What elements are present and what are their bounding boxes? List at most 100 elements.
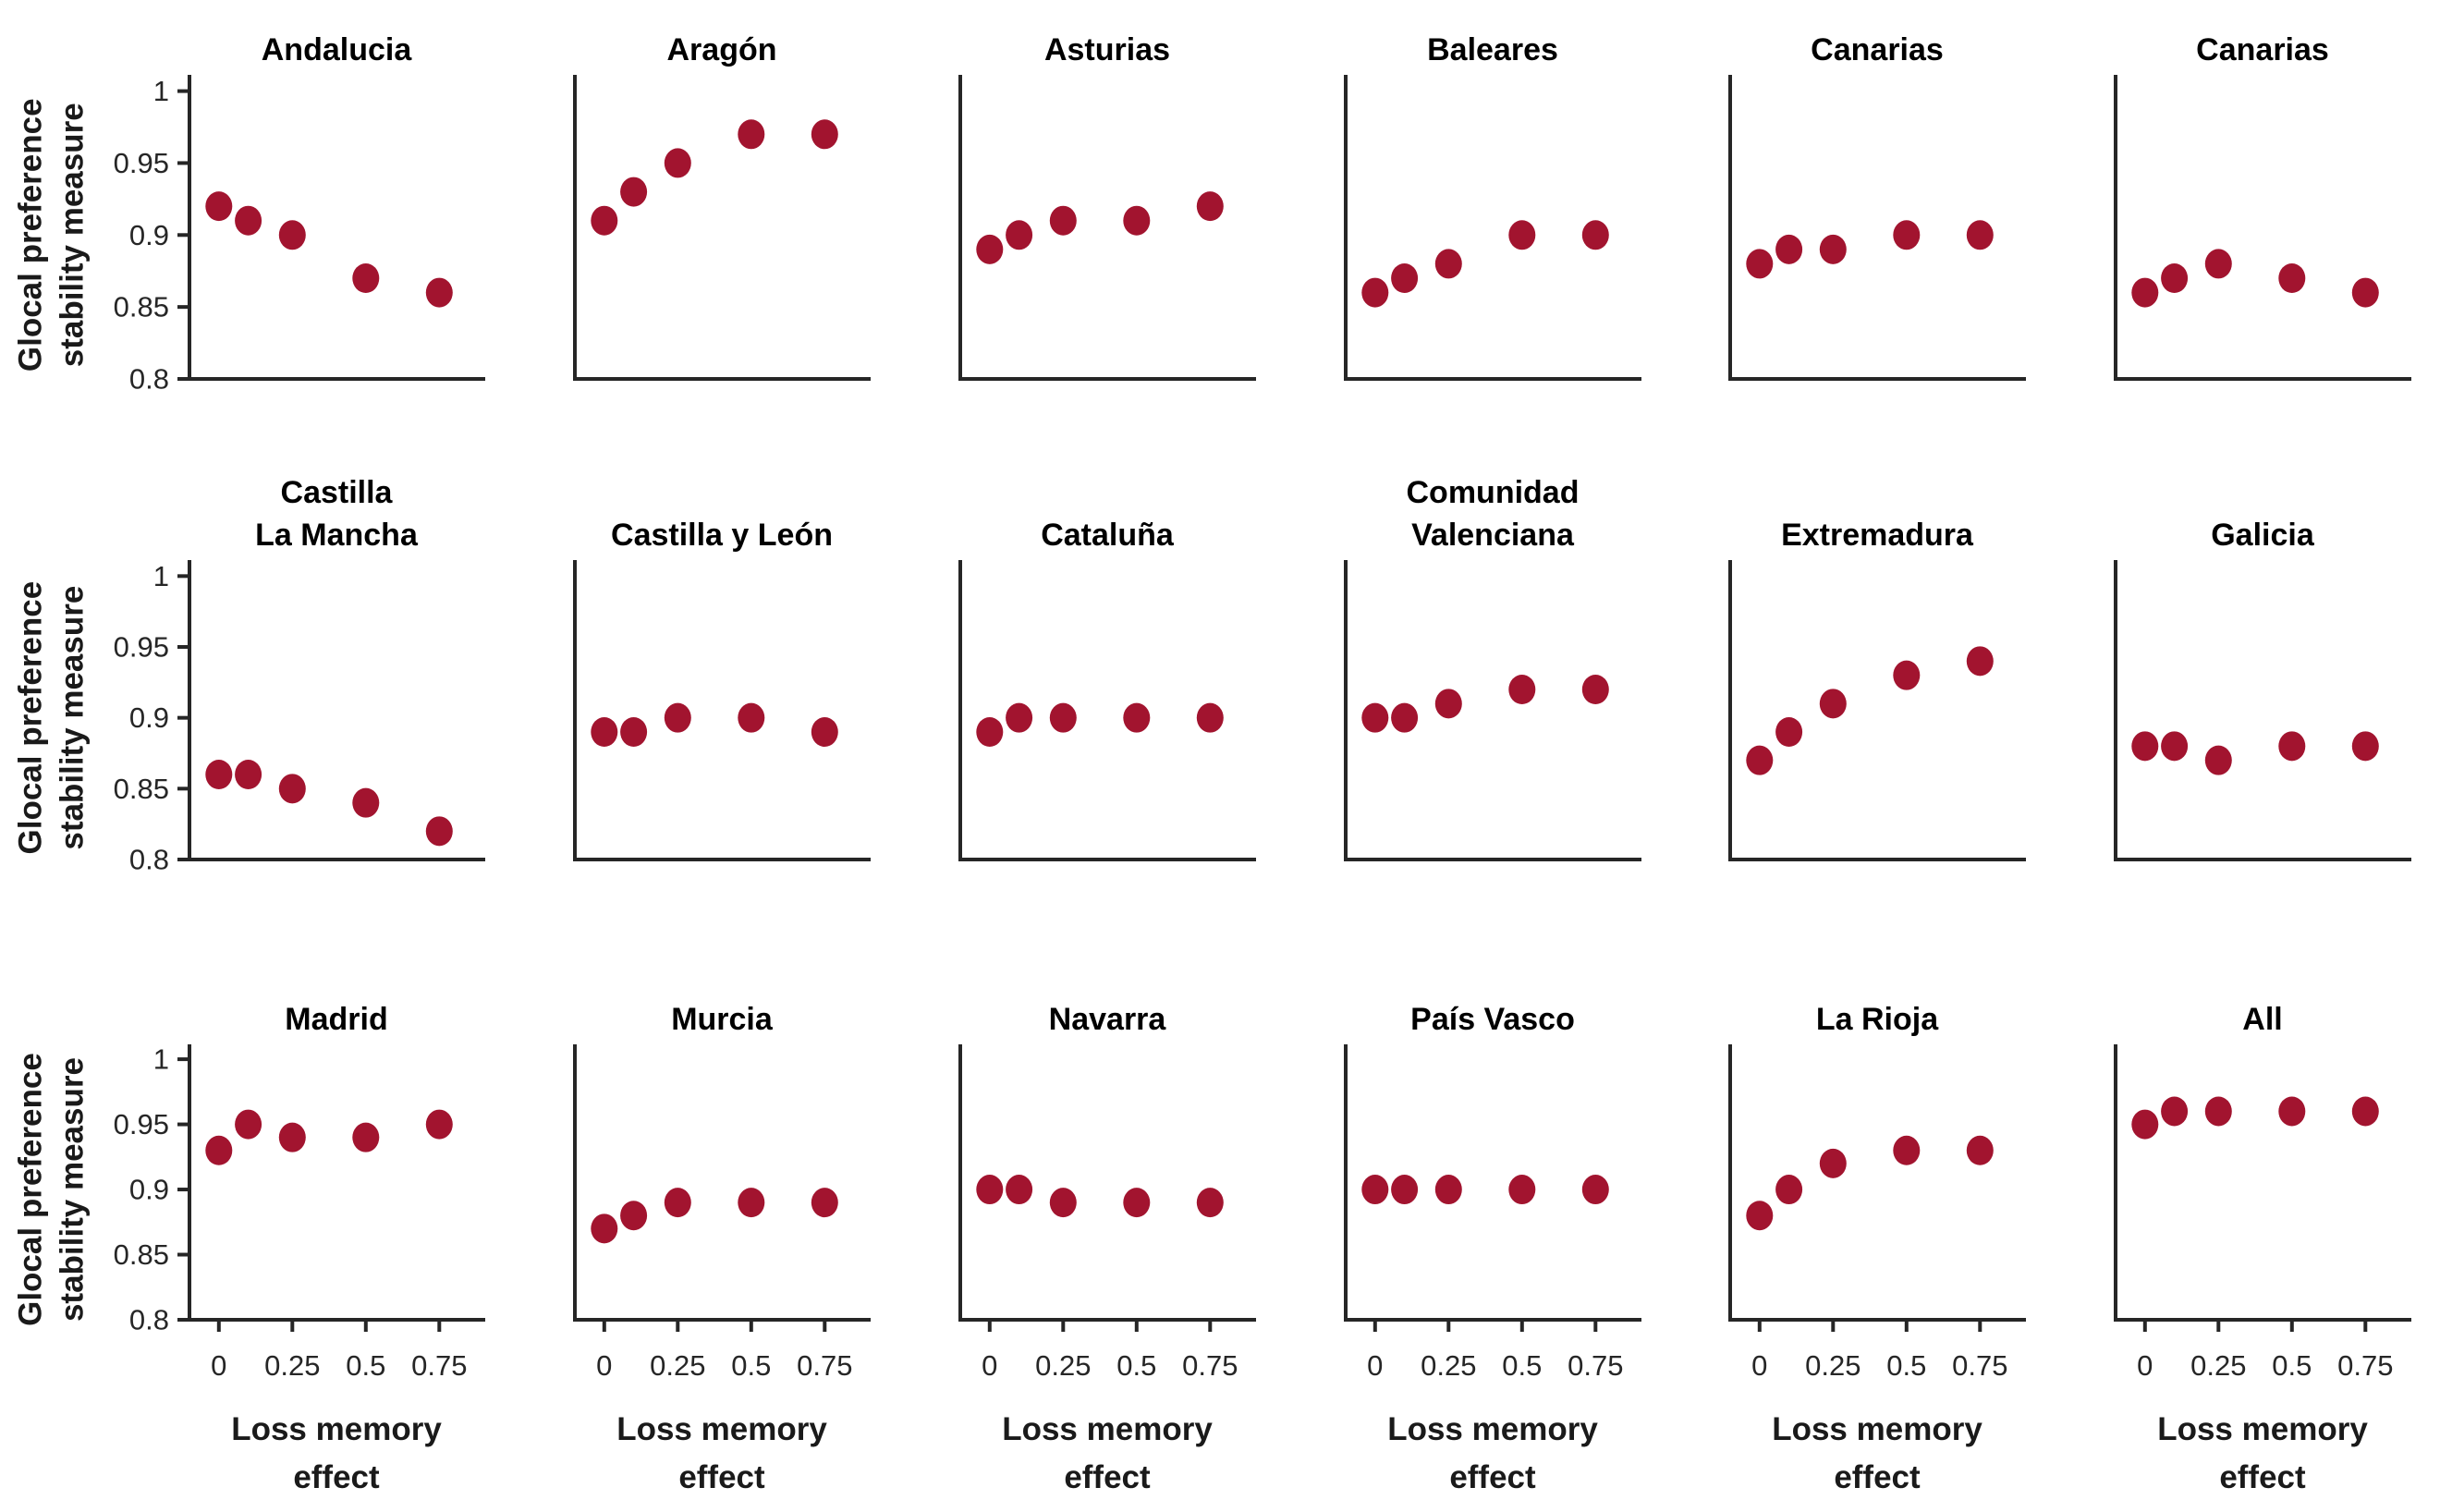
y-axis-label: stability measure (55, 1057, 91, 1322)
subplot-asturias: Asturias (958, 32, 1256, 381)
subplot-madrid: Madrid 0.8 0.85 0.9 0.95 1 Glocal preference st… (13, 1002, 485, 1495)
subplot-title: Extremadura (1781, 518, 1974, 553)
y-tick-label: 0.95 (114, 147, 169, 179)
subplot-title: Canarias (2196, 32, 2329, 67)
data-point (425, 277, 453, 308)
data-point (1361, 1175, 1389, 1205)
x-axis-label: effect (678, 1459, 765, 1495)
data-point (2351, 277, 2379, 308)
data-point (2161, 263, 2189, 293)
data-point (976, 234, 1004, 264)
data-point (205, 191, 233, 222)
data-point (1966, 220, 1994, 250)
x-tick-label: 0.75 (2337, 1349, 2393, 1382)
data-point (1123, 1188, 1151, 1218)
data-point (205, 760, 233, 789)
y-tick-label: 0.9 (129, 219, 169, 251)
data-point (425, 816, 453, 847)
subplot-title: Comunidad (1407, 475, 1580, 510)
x-tick-label: 0.75 (1952, 1349, 2007, 1382)
y-tick-label: 0.85 (114, 773, 169, 805)
data-point (591, 205, 618, 236)
y-tick-label: 0.8 (129, 844, 169, 876)
subplot-title: Castilla y León (611, 518, 833, 553)
data-point (1434, 689, 1462, 719)
subplot-la-rioja: La Rioja 0 0.25 0.5 0.75 Loss memory effect (1728, 1002, 2026, 1495)
data-point (1006, 220, 1033, 250)
x-tick-label: 0.5 (346, 1349, 385, 1382)
data-point (1893, 220, 1921, 250)
subplot-castilla-y-leon: Castilla y León (573, 518, 871, 861)
subplot-title: Cataluña (1041, 518, 1175, 553)
data-point (738, 702, 765, 733)
data-point (278, 1122, 306, 1152)
x-tick-label: 0.5 (1116, 1349, 1156, 1382)
x-axis-label: effect (1449, 1459, 1536, 1495)
subplot-title: La Rioja (1816, 1002, 1939, 1037)
x-tick-label: 0.5 (731, 1349, 771, 1382)
subplot-canarias-2: Canarias (2114, 32, 2411, 381)
data-point (1123, 702, 1151, 733)
data-point (2161, 1096, 2189, 1127)
data-point (1508, 1175, 1536, 1205)
axis-frame (958, 75, 1256, 381)
axis-frame (2114, 1044, 2411, 1322)
axis-frame (1728, 1044, 2026, 1322)
subplot-andalucia: Andalucia 0.8 0.85 0.9 0.95 1 Glocal preferenc… (13, 32, 485, 396)
data-point (205, 1135, 233, 1165)
subplot-title: Valenciana (1411, 518, 1575, 553)
x-tick-label: 0.25 (2190, 1349, 2246, 1382)
x-axis-label: effect (1064, 1459, 1151, 1495)
x-tick-label: 0.5 (1886, 1349, 1926, 1382)
subplot-title: La Mancha (255, 518, 419, 553)
data-point (1775, 1175, 1803, 1205)
x-tick-label: 0 (211, 1349, 226, 1382)
data-point (1508, 675, 1536, 704)
axis-frame (573, 75, 871, 381)
data-point (2204, 249, 2232, 279)
x-axis-label: effect (293, 1459, 380, 1495)
data-point (1746, 1201, 1774, 1231)
x-tick-label: 0.25 (650, 1349, 705, 1382)
data-point (1049, 1188, 1077, 1218)
data-point (664, 148, 691, 178)
data-point (1966, 1135, 1994, 1165)
subplot-title: País Vasco (1410, 1002, 1575, 1037)
data-point (278, 774, 306, 804)
data-point (2161, 731, 2189, 762)
y-tick-label: 0.9 (129, 1174, 169, 1206)
subplot-canarias: Canarias (1728, 32, 2026, 381)
axis-frame (958, 1044, 1256, 1322)
subplot-baleares: Baleares (1344, 32, 1641, 381)
subplot-title: Aragón (667, 32, 777, 67)
data-point (1434, 249, 1462, 279)
subplot-all: All 0 0.25 0.5 0.75 Loss memory effect (2114, 1002, 2411, 1495)
y-axis-label: stability measure (55, 103, 91, 367)
y-tick-label: 0.85 (114, 291, 169, 323)
axis-frame (188, 560, 485, 861)
data-point (1006, 1175, 1033, 1205)
data-point (738, 119, 765, 150)
subplot-title: Andalucia (262, 32, 413, 67)
x-tick-label: 0.5 (1502, 1349, 1542, 1382)
x-tick-label: 0.25 (264, 1349, 320, 1382)
axis-frame (1728, 75, 2026, 381)
data-point (2278, 263, 2306, 293)
data-point (2204, 1096, 2232, 1127)
data-point (1581, 675, 1609, 704)
axis-frame (2114, 75, 2411, 381)
data-point (2351, 1096, 2379, 1127)
data-point (1966, 646, 1994, 677)
axis-frame (1344, 75, 1641, 381)
data-point (1361, 277, 1389, 308)
axis-frame (958, 560, 1256, 861)
subplot-pais-vasco: País Vasco 0 0.25 0.5 0.75 Loss memory effect (1344, 1002, 1641, 1495)
data-point (976, 717, 1004, 747)
data-point (591, 717, 618, 747)
data-point (620, 717, 648, 747)
data-point (2204, 745, 2232, 775)
subplot-cataluna: Cataluña (958, 518, 1256, 861)
x-tick-label: 0.25 (1805, 1349, 1860, 1382)
